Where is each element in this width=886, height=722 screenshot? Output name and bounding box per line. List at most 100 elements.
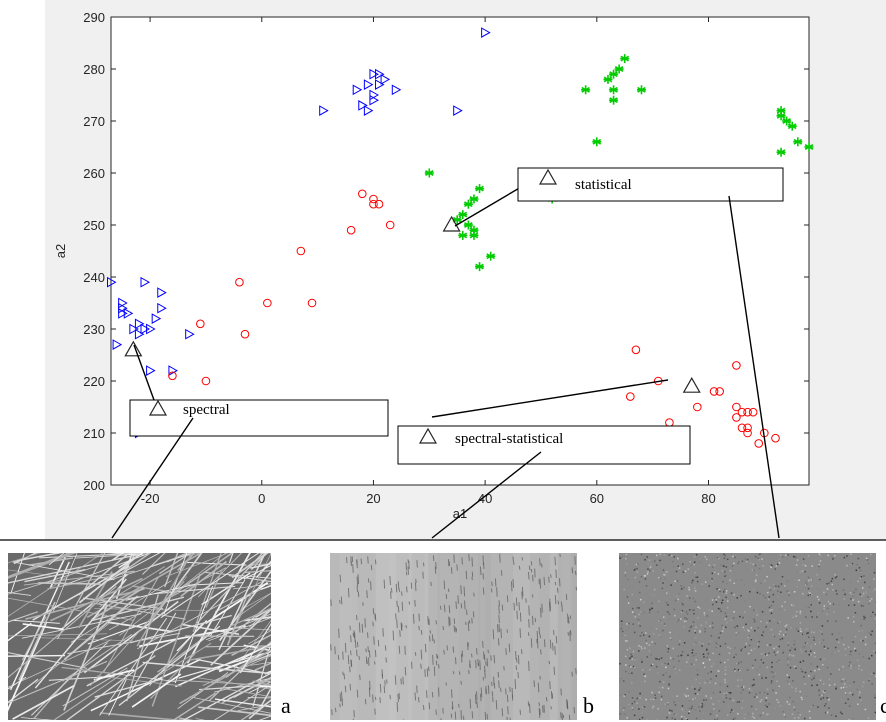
data-point-circle xyxy=(631,345,641,355)
data-point-triangle xyxy=(146,323,156,335)
data-point-triangle xyxy=(375,79,385,90)
data-point-circle xyxy=(235,277,244,287)
data-point-asterisk xyxy=(463,199,473,209)
y-tick-label: 210 xyxy=(83,426,105,441)
data-point-asterisk xyxy=(475,184,485,194)
data-point-asterisk xyxy=(475,262,485,272)
y-tick-label: 260 xyxy=(83,166,105,181)
x-tick-label: 60 xyxy=(590,491,604,506)
annotation-box xyxy=(517,167,784,202)
data-point-triangle xyxy=(112,339,123,350)
x-tick-label: 20 xyxy=(366,491,380,506)
chart-panel: -20 0 20 40 60 80 200 210 220 230 240 250 260 270 280 2… xyxy=(45,0,886,540)
centroid-marker xyxy=(124,340,143,357)
panel-letter-a: a xyxy=(281,693,291,718)
data-point-triangle xyxy=(319,105,329,116)
data-point-asterisk xyxy=(782,116,792,126)
data-point-asterisk xyxy=(609,95,619,105)
data-point-circle xyxy=(385,220,395,230)
scatter-plot: -20 0 20 40 60 80 200 210 220 230 240 250 260 270 280 2… xyxy=(53,10,814,521)
y-tick-label: 280 xyxy=(83,62,105,77)
data-point-circle xyxy=(693,402,702,412)
data-point-triangle xyxy=(369,89,379,101)
noise-texture xyxy=(619,553,876,720)
y-tick-label: 270 xyxy=(83,114,105,129)
data-point-asterisk xyxy=(424,168,434,178)
data-point-triangle xyxy=(107,276,117,288)
data-point-triangle xyxy=(134,328,145,340)
annotation-marker xyxy=(538,168,558,185)
data-point-circle xyxy=(168,371,177,381)
texture-image-c xyxy=(619,553,876,720)
data-point-triangle xyxy=(129,323,139,335)
data-point-asterisk xyxy=(793,137,803,147)
data-point-circle xyxy=(357,189,367,199)
data-point-triangle xyxy=(140,276,151,288)
annotation-marker xyxy=(418,427,438,444)
data-point-circle xyxy=(626,392,635,401)
data-point-triangle xyxy=(358,100,368,111)
annotation-leader-line xyxy=(431,379,669,418)
data-point-asterisk xyxy=(458,210,468,220)
data-point-asterisk xyxy=(636,85,646,95)
centroid-marker xyxy=(442,215,461,232)
y-tick-label: 200 xyxy=(83,478,105,493)
data-point-asterisk xyxy=(609,69,619,79)
x-tick-label: -20 xyxy=(141,491,160,506)
data-point-asterisk xyxy=(776,111,786,121)
data-point-circle xyxy=(201,376,211,386)
texture-image-b xyxy=(330,553,577,720)
annotation-label: statistical xyxy=(575,177,632,193)
data-point-asterisk xyxy=(463,220,473,230)
data-point-triangle xyxy=(375,68,385,80)
data-point-triangle xyxy=(140,323,151,335)
data-point-triangle xyxy=(168,365,178,376)
data-point-triangle xyxy=(123,308,134,319)
x-axis-label: a1 xyxy=(453,506,467,521)
data-point-asterisk xyxy=(592,137,602,147)
data-point-circle xyxy=(374,199,384,209)
y-tick-label: 220 xyxy=(83,374,105,389)
data-point-circle xyxy=(296,246,306,256)
data-point-circle xyxy=(307,298,317,308)
data-point-triangle xyxy=(118,297,128,309)
data-point-triangle xyxy=(118,308,128,319)
x-tick-label: 40 xyxy=(478,491,492,506)
data-point-asterisk xyxy=(469,230,479,240)
y-tick-label: 240 xyxy=(83,270,105,285)
data-point-triangle xyxy=(118,302,128,314)
data-point-triangle xyxy=(134,318,145,330)
fiber-texture xyxy=(8,553,271,720)
data-point-triangle xyxy=(363,79,374,90)
data-point-asterisk xyxy=(787,121,797,131)
data-point-asterisk xyxy=(614,64,624,74)
annotation-label: spectral-statistical xyxy=(455,431,563,447)
data-point-circle xyxy=(240,329,250,339)
data-point-asterisk xyxy=(581,85,591,95)
data-point-asterisk xyxy=(603,74,613,84)
data-point-triangle xyxy=(151,313,162,324)
annotation-box xyxy=(129,399,389,437)
data-point-triangle xyxy=(481,27,491,38)
data-point-triangle xyxy=(453,105,463,116)
annotation-marker xyxy=(148,399,168,416)
data-point-asterisk xyxy=(458,230,468,240)
data-point-circle xyxy=(263,298,272,308)
data-point-triangle xyxy=(157,302,167,314)
panel-letter-b: b xyxy=(583,693,594,718)
data-point-asterisk xyxy=(620,54,630,64)
data-point-asterisk xyxy=(609,85,619,95)
x-tick-label: 80 xyxy=(701,491,715,506)
data-point-triangle xyxy=(185,328,195,340)
texture-image-a xyxy=(8,553,271,720)
annotation-label: spectral xyxy=(183,402,230,418)
data-point-circle xyxy=(369,199,378,209)
annotation-leader-line xyxy=(133,344,155,401)
data-point-asterisk xyxy=(804,142,814,152)
data-point-circle xyxy=(346,225,356,235)
data-point-triangle xyxy=(363,105,374,116)
data-point-asterisk xyxy=(486,251,496,261)
data-point-circle xyxy=(196,319,205,329)
centroid-marker xyxy=(682,376,701,393)
data-point-asterisk xyxy=(776,147,786,157)
